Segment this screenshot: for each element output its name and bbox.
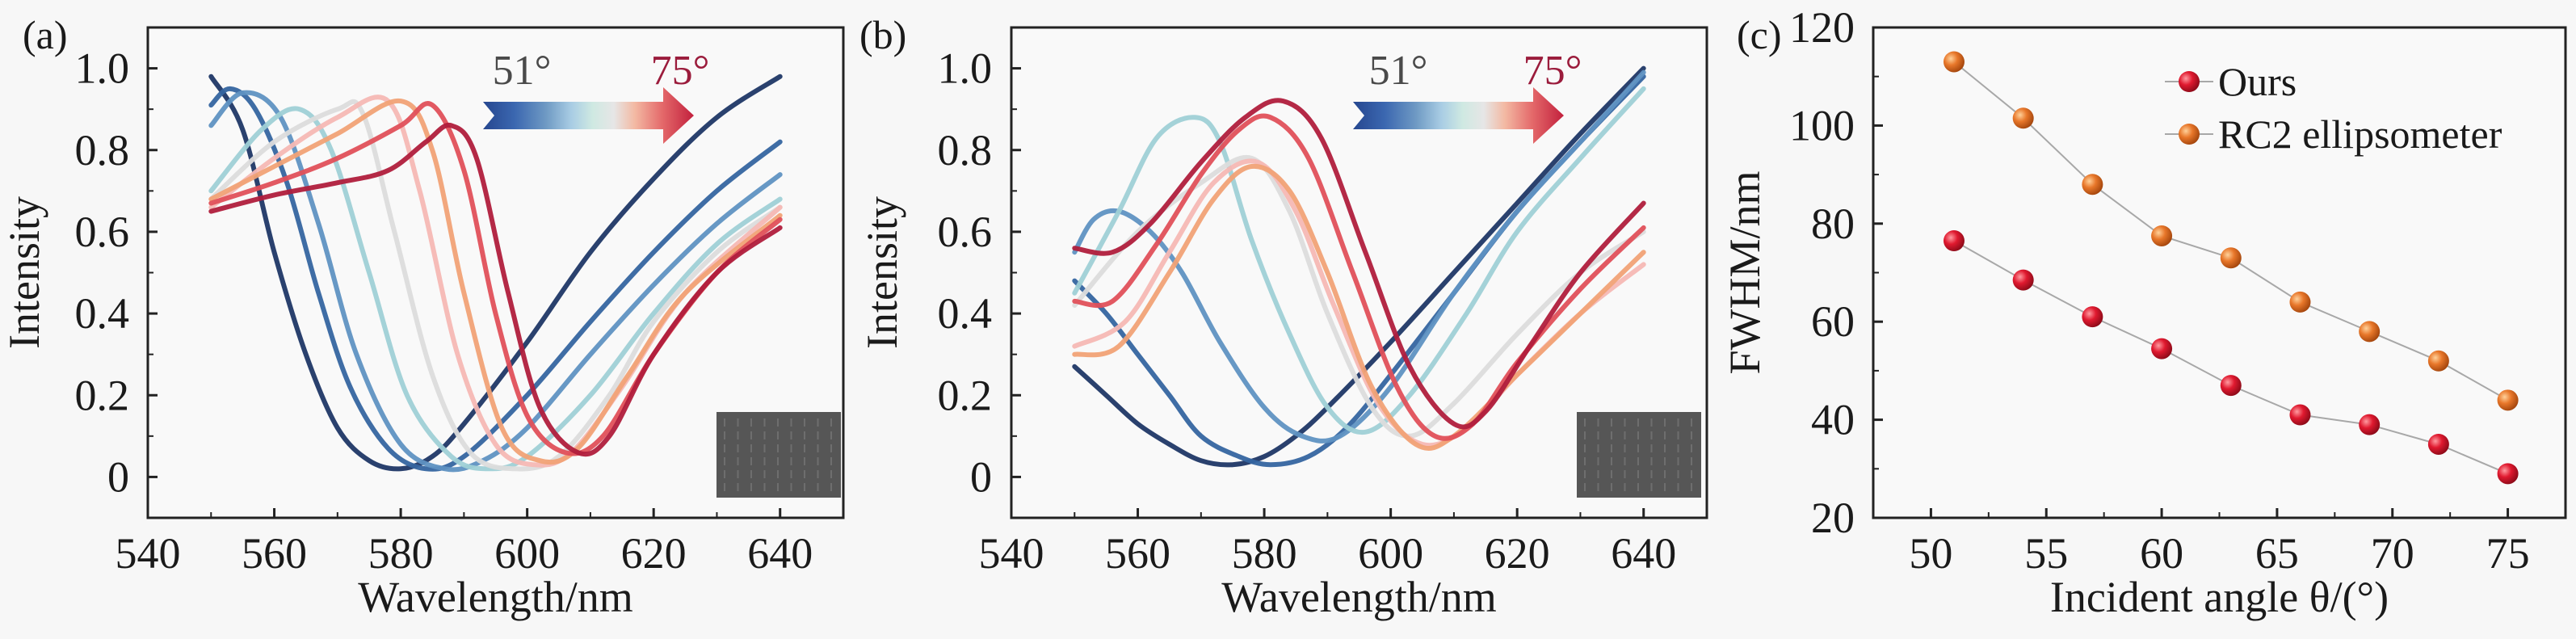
spectrum-curve-60deg [1072, 86, 1646, 435]
spectrum-curve-60deg [208, 106, 783, 472]
data-point-rc2 [2289, 291, 2311, 313]
y-tick-label: 0.8 [938, 126, 993, 174]
legend-label: Ours [2218, 59, 2297, 104]
data-point-rc2 [2497, 389, 2519, 411]
y-tick-label: 100 [1789, 101, 1855, 149]
x-tick-label: 60 [2140, 529, 2183, 578]
y-tick-label: 0.8 [75, 126, 130, 174]
data-point-rc2 [2151, 225, 2173, 246]
data-point-ours [2497, 463, 2519, 485]
y-tick-label: 1.0 [75, 44, 130, 93]
x-tick-label: 640 [747, 529, 813, 578]
x-tick-label: 580 [368, 529, 434, 578]
x-tick-label: 620 [621, 529, 687, 578]
y-tick-label: 0.4 [75, 289, 130, 338]
panel-label: (a) [23, 12, 68, 57]
data-point-ours [2151, 338, 2173, 359]
x-axis-title: Incident angle θ/(°) [2050, 573, 2389, 621]
y-tick-label: 80 [1811, 200, 1855, 248]
data-point-ours [2220, 375, 2242, 397]
colorbar-start-label: 51° [1369, 48, 1428, 94]
y-tick-label: 0.6 [75, 208, 130, 256]
panel-a-intensity-chart: 540 560 580 600 620 640 0 0.2 0.4 0.6 0.8 1.0 Wavele… [0, 12, 845, 621]
y-tick-label: 20 [1811, 494, 1855, 542]
legend-marker [2179, 124, 2200, 145]
x-tick-label: 580 [1232, 529, 1297, 578]
x-axis-title: Wavelength/nm [358, 573, 633, 621]
angle-colorbar-arrow [483, 87, 694, 144]
x-tick-label: 50 [1909, 529, 1952, 578]
x-tick-label: 600 [1358, 529, 1423, 578]
plot-area [1872, 26, 2567, 519]
y-axis-title: FWHM/nm [1721, 170, 1769, 374]
panel-label: (c) [1737, 12, 1782, 57]
spectrum-curve-51deg [1072, 65, 1646, 468]
x-tick-label: 540 [979, 529, 1044, 578]
data-point-ours [2359, 414, 2381, 435]
y-tick-label: 120 [1789, 3, 1855, 52]
y-tick-label: 0.4 [938, 289, 993, 338]
x-tick-label: 70 [2371, 529, 2414, 578]
data-point-rc2 [2427, 350, 2449, 372]
x-tick-label: 560 [242, 529, 307, 578]
x-tick-label: 640 [1611, 529, 1676, 578]
y-tick-label: 0.2 [938, 371, 993, 419]
legend-label: RC2 ellipsometer [2218, 111, 2502, 157]
x-tick-label: 600 [494, 529, 560, 578]
data-point-rc2 [2012, 107, 2034, 129]
data-point-ours [1943, 230, 1965, 252]
colorbar-start-label: 51° [493, 48, 552, 94]
data-point-ours [2082, 306, 2103, 328]
spectrum-curve-54deg [208, 86, 783, 472]
inset-micrograph-image [1577, 412, 1701, 498]
panel-label: (b) [859, 12, 906, 57]
panel-c-fwhm-chart: 50 55 60 65 70 75 20 40 60 80 100 120 Incident angle… [1721, 3, 2567, 621]
x-tick-label: 65 [2255, 529, 2299, 578]
y-tick-label: 0.6 [938, 208, 993, 256]
inset-micrograph-image [716, 412, 841, 498]
spectrum-curve-63deg [208, 99, 783, 472]
data-point-rc2 [2082, 174, 2103, 195]
y-axis-title: Intensity [0, 196, 48, 349]
y-tick-label: 40 [1811, 396, 1855, 444]
colorbar-end-label: 75° [1523, 48, 1582, 94]
x-tick-label: 560 [1105, 529, 1170, 578]
x-tick-label: 55 [2024, 529, 2068, 578]
x-tick-label: 75 [2486, 529, 2530, 578]
data-point-ours [2427, 433, 2449, 455]
spectrum-curve-57deg [208, 90, 783, 473]
spectrum-curve-57deg [1072, 69, 1646, 444]
x-tick-label: 540 [116, 529, 181, 578]
data-point-rc2 [2359, 321, 2381, 343]
y-tick-label: 0 [970, 452, 992, 501]
angle-colorbar-arrow [1353, 87, 1564, 144]
panel-b-intensity-chart: 540 560 580 600 620 640 0 0.2 0.4 0.6 0.8 1.0 Wavele… [858, 12, 1708, 621]
x-tick-label: 620 [1485, 529, 1550, 578]
x-axis-title: Wavelength/nm [1221, 573, 1497, 621]
y-tick-label: 0 [107, 452, 129, 501]
spectrum-curve-69deg [1072, 163, 1646, 452]
y-axis-title: Intensity [858, 196, 906, 349]
data-point-ours [2289, 404, 2311, 426]
data-point-rc2 [2220, 247, 2242, 269]
y-tick-label: 1.0 [938, 44, 993, 93]
spectrum-curve-75deg [1072, 98, 1646, 430]
spectrum-curve-69deg [208, 99, 783, 465]
y-tick-label: 0.2 [75, 371, 130, 419]
data-point-ours [2012, 269, 2034, 291]
spectrum-curve-75deg [208, 122, 783, 457]
colorbar-end-label: 75° [651, 48, 710, 94]
data-point-rc2 [1943, 51, 1965, 73]
legend-marker [2179, 71, 2200, 92]
y-tick-label: 60 [1811, 297, 1855, 346]
